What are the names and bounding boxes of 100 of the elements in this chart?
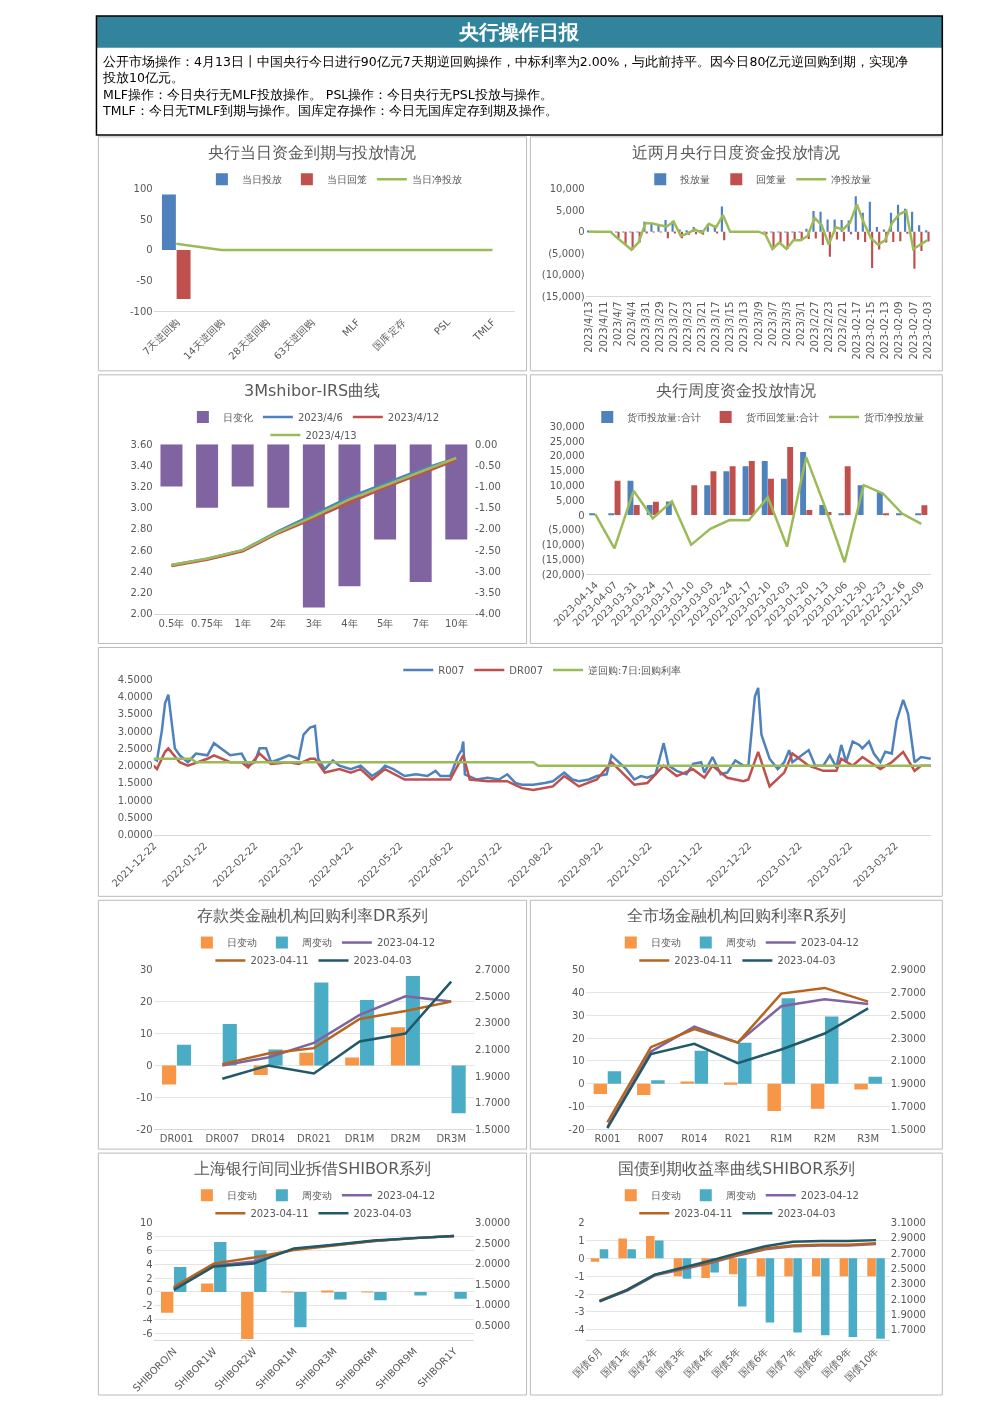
- y2-tick-label: 2.7000: [475, 964, 511, 976]
- x-tick-label: 2023/3/9: [752, 301, 764, 347]
- y-tick-label: 3.00: [130, 502, 153, 514]
- y2-tick-label: 2.3000: [475, 1017, 511, 1029]
- x-tick-label: DR021: [297, 1133, 331, 1145]
- y-tick-label: (15,000): [541, 291, 585, 302]
- legend-label: 2023/4/6: [297, 411, 343, 423]
- x-tick-label: 2023/4/11: [597, 301, 609, 353]
- y-tick-label: -2: [574, 1288, 585, 1300]
- x-tick-label: 2023/3/29: [653, 301, 665, 353]
- y-tick-label: 20,000: [549, 450, 585, 462]
- y2-tick-label: -1.50: [475, 502, 501, 514]
- y-tick-label: 0: [578, 509, 585, 521]
- y-tick-label: 3.20: [130, 481, 153, 493]
- y-tick-label: 2.60: [130, 544, 153, 556]
- chart-title: 央行周度资金投放情况: [656, 381, 816, 400]
- legend-label: 当日回笼: [326, 174, 367, 186]
- x-tick-label: 7天逆回购: [140, 316, 182, 358]
- x-tick-label: DR2M: [390, 1133, 421, 1145]
- x-tick-label: 2023/3/27: [667, 301, 679, 353]
- legend-label: 2023-04-12: [800, 1190, 859, 1202]
- y2-tick-label: 3.1000: [890, 1217, 926, 1229]
- y2-tick-label: 2.5000: [475, 1237, 511, 1249]
- y-tick-label: 1.5000: [117, 777, 153, 789]
- legend-label: 2023-04-03: [353, 955, 412, 967]
- x-tick-label: 10年: [444, 617, 468, 629]
- y2-tick-label: 2.7000: [890, 1247, 926, 1259]
- y-tick-label: (5,000): [548, 524, 585, 536]
- x-tick-label: 2023-02-15: [865, 301, 877, 360]
- y-tick-label: -100: [129, 305, 153, 317]
- chart-title: 全市场金融机构回购利率R系列: [627, 906, 847, 925]
- y2-tick-label: 2.1000: [890, 1293, 926, 1305]
- legend-label: 2023-04-12: [800, 937, 859, 949]
- x-tick-label: 2023-02-07: [907, 301, 919, 360]
- legend-label: 2023-04-12: [376, 1190, 435, 1202]
- x-tick-label: R014: [681, 1133, 708, 1145]
- y-tick-label: 2.80: [130, 523, 153, 535]
- x-tick-label: 2023/3/7: [766, 301, 778, 347]
- y-tick-label: 2.5000: [117, 742, 153, 754]
- x-tick-label: 4年: [341, 617, 358, 629]
- y2-tick-label: -2.00: [475, 523, 501, 535]
- y-tick-label: 10,000: [549, 479, 585, 491]
- chart-title: 国债到期收益率曲线SHIBOR系列: [618, 1159, 856, 1178]
- text: 公开市场操作：4月13日丨中国央行今日进行90亿元7天期逆回购操作，中标利率为2.00%，与此前持平。因今日80亿元逆回购到期，实现净投放10亿元。: [102, 54, 909, 86]
- legend-label: 投放量: [679, 174, 711, 186]
- x-tick-label: 2023/3/3: [780, 301, 792, 347]
- x-tick-label: 2023-02-13: [879, 301, 891, 360]
- y2-tick-label: 2.5000: [475, 990, 511, 1002]
- y-tick-label: (5,000): [548, 247, 585, 259]
- x-tick-label: 7年: [412, 617, 429, 629]
- x-tick-label: 2023-02-17: [851, 301, 863, 360]
- x-tick-label: R2M: [813, 1133, 836, 1145]
- x-tick-label: DR1M: [344, 1133, 375, 1145]
- text: 央行操作日报: [458, 20, 580, 44]
- y-tick-label: 0: [578, 226, 585, 238]
- y-tick-label: -6: [142, 1328, 153, 1340]
- x-tick-label: 0.75年: [190, 617, 224, 629]
- x-tick-label: 2023-02-03: [921, 301, 933, 360]
- y2-tick-label: 1.0000: [475, 1299, 511, 1311]
- y-tick-label: 20: [571, 1032, 585, 1044]
- y-tick-label: 30: [571, 1009, 585, 1021]
- chart-title: 近两月央行日度资金投放情况: [632, 143, 840, 162]
- x-tick-label: 2年: [270, 617, 287, 629]
- y-tick-label: 50: [139, 213, 153, 225]
- text: TMLF：今日无TMLF到期与操作。国库定存操作：今日无国库定存到期及操作。: [102, 102, 559, 118]
- legend-label: 货币净投放量: [864, 411, 925, 423]
- x-tick-label: R3M: [857, 1133, 880, 1145]
- legend-label: 日变动: [650, 1190, 681, 1202]
- x-tick-label: 63天逆回购: [271, 316, 317, 362]
- y-tick-label: (20,000): [541, 568, 585, 580]
- legend-label: 当日净投放: [411, 174, 462, 186]
- y2-tick-label: 1.9000: [475, 1070, 511, 1082]
- y2-tick-label: -1.00: [475, 481, 501, 493]
- legend-label: R007: [438, 664, 465, 676]
- y-tick-label: 30,000: [549, 420, 585, 432]
- y-tick-label: 8: [146, 1230, 153, 1242]
- x-tick-label: DR007: [205, 1133, 240, 1145]
- legend-label: 2023-04-03: [777, 1208, 836, 1220]
- y-tick-label: -10: [568, 1101, 585, 1113]
- y-tick-label: 10,000: [549, 182, 585, 194]
- legend-label: 日变动: [226, 937, 257, 949]
- x-tick-label: 2023/3/1: [794, 301, 806, 347]
- y-tick-label: 2.0000: [117, 760, 153, 772]
- legend-label: 日变动: [226, 1190, 257, 1202]
- y2-tick-label: 1.5000: [890, 1123, 926, 1135]
- y-tick-label: 3.5000: [117, 708, 153, 720]
- y-tick-label: 2: [146, 1272, 153, 1284]
- y-tick-label: 50: [571, 964, 585, 976]
- y-tick-label: 1: [578, 1234, 585, 1246]
- x-tick-label: DR001: [159, 1133, 194, 1145]
- x-tick-label: 2023/3/15: [724, 301, 736, 353]
- legend-label: 2023-04-11: [674, 955, 733, 967]
- x-tick-label: 2023/3/13: [738, 301, 750, 353]
- legend-label: 周变动: [301, 1190, 332, 1202]
- x-tick-label: R007: [637, 1133, 664, 1145]
- x-tick-label: 2023/4/4: [625, 301, 637, 347]
- x-tick-label: 2023/2/27: [808, 301, 820, 353]
- y2-tick-label: 1.7000: [475, 1097, 511, 1109]
- y-tick-label: -10: [136, 1091, 153, 1103]
- y-tick-label: 25,000: [549, 435, 585, 447]
